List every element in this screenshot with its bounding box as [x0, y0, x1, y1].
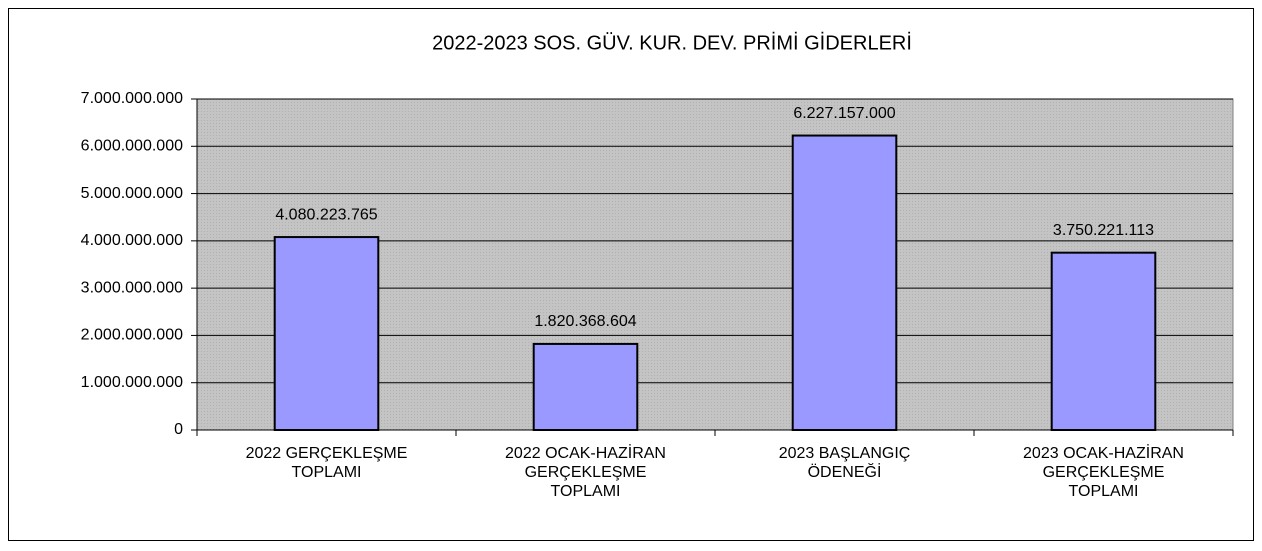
- y-tick-label: 1.000.000.000: [81, 374, 183, 391]
- data-label: 3.750.221.113: [1053, 222, 1154, 239]
- bar: [532, 342, 639, 432]
- bar: [273, 236, 380, 431]
- x-tick-label: 2023 OCAK-HAZİRAN GERÇEKLEŞME TOPLAMI: [1023, 445, 1184, 500]
- y-tick-label: 6.000.000.000: [81, 138, 183, 155]
- y-tick-label: 2.000.000.000: [81, 327, 183, 344]
- chart-title: 2022-2023 SOS. GÜV. KUR. DEV. PRİMİ GİDE…: [432, 31, 912, 54]
- data-label: 6.227.157.000: [793, 105, 895, 122]
- y-tick-label: 7.000.000.000: [81, 90, 183, 107]
- x-tick-label: 2023 BAŞLANGIÇ ÖDENEĞİ: [778, 445, 911, 481]
- x-tick-label: 2022 OCAK-HAZİRAN GERÇEKLEŞME TOPLAMI: [505, 445, 666, 500]
- x-tick-label: 2022 GERÇEKLEŞME TOPLAMI: [245, 445, 408, 481]
- y-tick-label: 4.000.000.000: [81, 232, 183, 249]
- data-label: 1.820.368.604: [534, 313, 636, 330]
- bar: [791, 134, 898, 431]
- bar: [1050, 251, 1157, 431]
- data-label: 4.080.223.765: [275, 206, 377, 223]
- y-tick-label: 3.000.000.000: [81, 279, 183, 296]
- y-tick-label: 5.000.000.000: [81, 185, 183, 202]
- y-tick-label: 0: [174, 421, 183, 438]
